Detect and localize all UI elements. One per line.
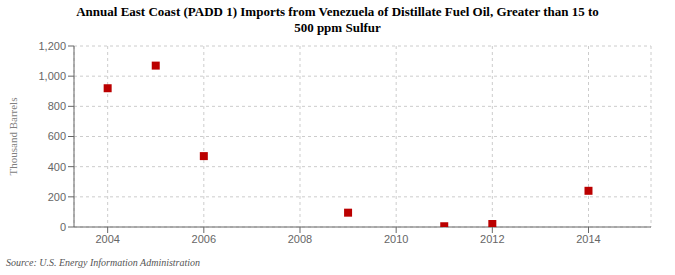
svg-text:800: 800	[48, 100, 66, 112]
svg-text:2014: 2014	[576, 233, 600, 245]
svg-text:2012: 2012	[480, 233, 504, 245]
svg-text:200: 200	[48, 191, 66, 203]
svg-text:Thousand Barrels: Thousand Barrels	[7, 98, 19, 176]
svg-text:2004: 2004	[95, 233, 119, 245]
svg-text:1,000: 1,000	[38, 70, 66, 82]
svg-text:0: 0	[60, 221, 66, 233]
svg-text:600: 600	[48, 130, 66, 142]
svg-text:2010: 2010	[384, 233, 408, 245]
svg-text:1,200: 1,200	[38, 40, 66, 52]
html-text:Source: U.S. Energy Informatio: Source: U.S. Energy Information Administ…	[6, 257, 201, 268]
svg-text:2008: 2008	[288, 233, 312, 245]
svg-text:2006: 2006	[192, 233, 216, 245]
svg-text:400: 400	[48, 161, 66, 173]
html-text:500 ppm Sulfur: 500 ppm Sulfur	[294, 20, 381, 35]
html-text:Annual East Coast (PADD 1) Imp: Annual East Coast (PADD 1) Imports from …	[76, 4, 599, 19]
